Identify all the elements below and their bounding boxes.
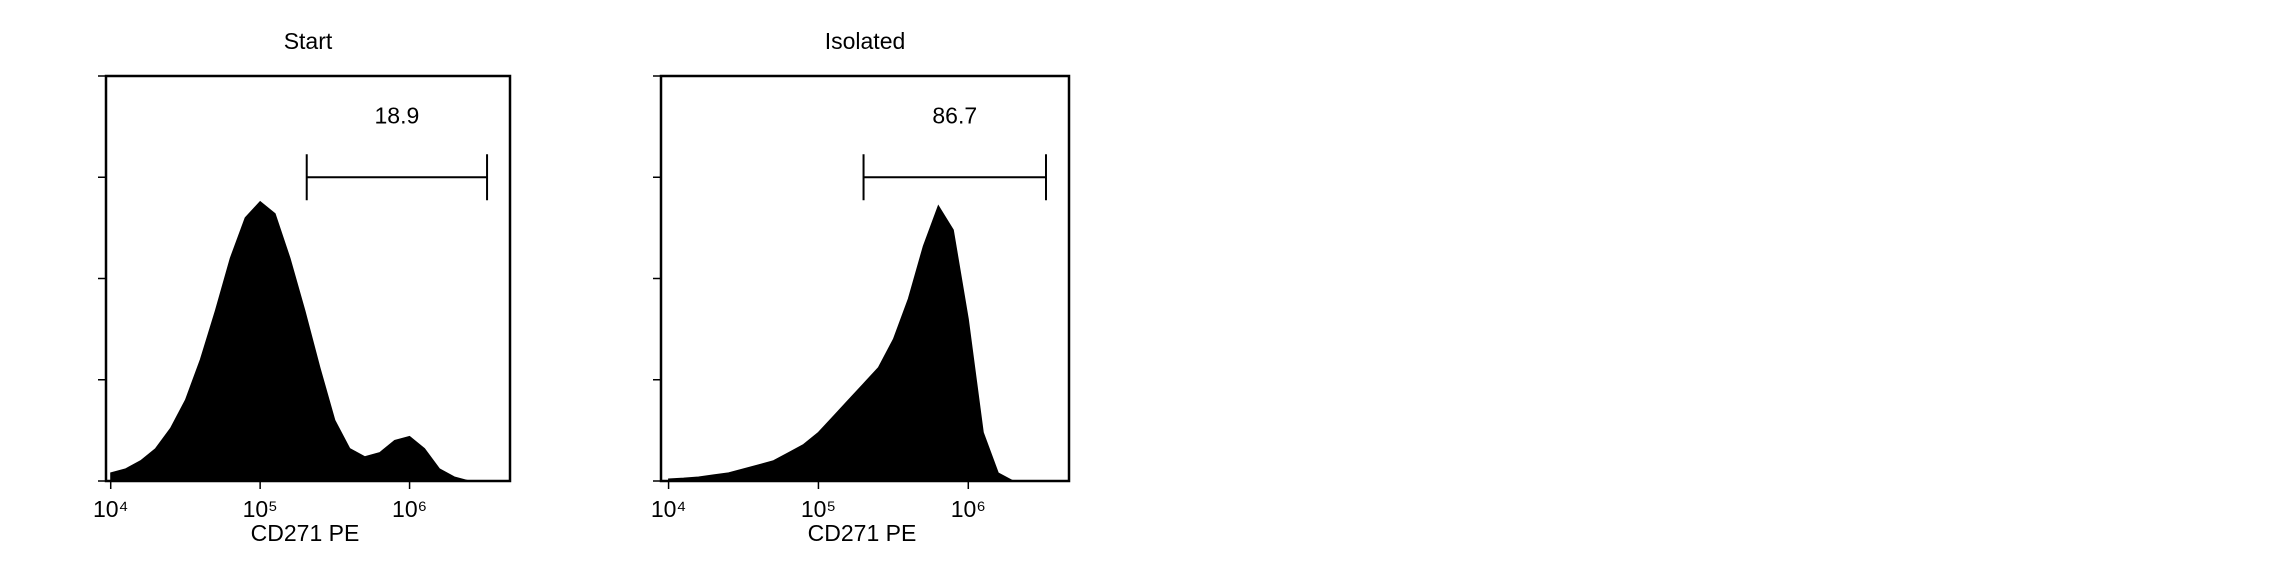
x-tick-label: 10⁶ — [951, 496, 986, 522]
gate-label: 18.9 — [375, 102, 420, 128]
histogram-area — [668, 204, 1059, 482]
x-tick-label: 10⁵ — [801, 496, 836, 522]
x-axis-label: CD271 PE — [808, 520, 917, 546]
chart-title: Start — [284, 28, 333, 54]
gate-label: 86.7 — [932, 102, 977, 128]
x-tick-label: 10⁵ — [243, 496, 278, 522]
chart-title: Isolated — [825, 28, 906, 54]
x-tick-label: 10⁴ — [93, 496, 128, 522]
x-axis-label: CD271 PE — [251, 520, 360, 546]
x-tick-label: 10⁶ — [392, 496, 427, 522]
x-tick-label: 10⁴ — [651, 496, 686, 522]
histogram-area — [110, 200, 500, 482]
